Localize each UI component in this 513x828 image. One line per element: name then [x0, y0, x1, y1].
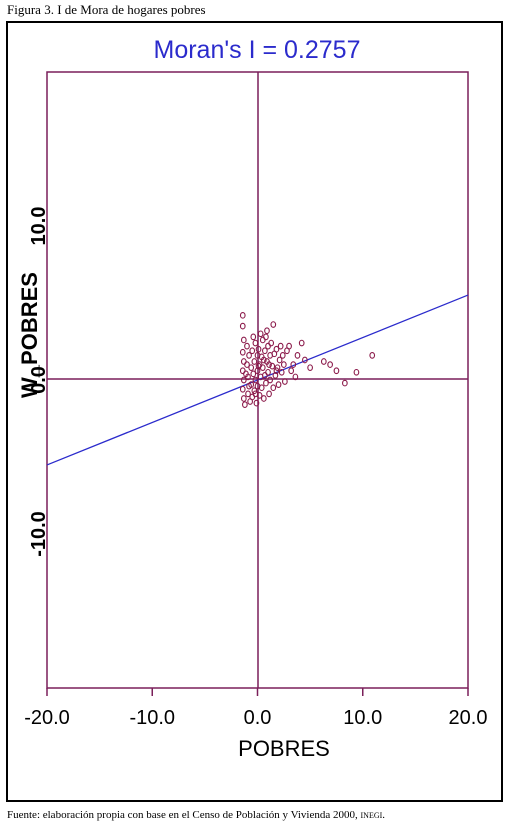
data-point [260, 356, 267, 364]
data-point [254, 367, 261, 375]
data-point [240, 358, 247, 365]
x-tick-label: 0.0 [244, 707, 272, 729]
data-point [252, 376, 259, 384]
chart-frame [6, 21, 503, 802]
scatter-points [239, 311, 376, 408]
data-point [302, 356, 308, 364]
data-point [333, 367, 340, 375]
data-point [259, 336, 266, 344]
data-point [327, 361, 333, 368]
y-tick-label: -10.0 [28, 511, 50, 557]
data-point [265, 342, 271, 350]
data-point [279, 352, 286, 359]
figure-caption: Figura 3. I de Mora de hogares pobres [7, 2, 206, 17]
data-point [243, 370, 249, 378]
data-point [270, 384, 277, 392]
data-point [246, 382, 252, 390]
data-point [249, 393, 256, 401]
x-ticks: -20.0 -10.0 0.0 10.0 20.0 [24, 688, 487, 729]
data-point [265, 368, 271, 376]
data-point [278, 368, 285, 376]
data-point [252, 339, 259, 347]
x-tick-label: 20.0 [449, 707, 488, 729]
y-tick-label: 10.0 [28, 207, 50, 246]
data-point [252, 390, 259, 398]
data-point [277, 342, 284, 350]
data-point [242, 401, 248, 408]
data-point [307, 364, 313, 372]
data-point [353, 368, 360, 376]
data-point [320, 358, 327, 365]
data-point [245, 390, 251, 398]
data-point [249, 347, 256, 355]
y-axis-label: W_POBRES [17, 272, 42, 398]
data-point [246, 352, 252, 359]
x-tick-label: -10.0 [129, 707, 175, 729]
data-point [298, 339, 305, 347]
data-point [268, 339, 275, 347]
data-point [342, 379, 348, 387]
data-point [244, 342, 250, 350]
data-point [272, 372, 279, 379]
data-point [250, 370, 257, 378]
data-point [288, 367, 295, 375]
source-org: INEGI [360, 811, 383, 820]
y-tick-label: 0.0 [28, 366, 50, 394]
data-point [282, 378, 288, 385]
data-point [280, 361, 287, 368]
data-point [260, 395, 267, 402]
data-point [273, 367, 280, 375]
data-point [263, 333, 269, 341]
data-point [239, 322, 246, 330]
data-point [273, 345, 280, 353]
data-point [262, 347, 268, 355]
data-point [269, 362, 276, 370]
data-point [240, 376, 247, 384]
x-tick-label: -20.0 [24, 707, 70, 729]
data-point [244, 361, 250, 368]
data-point [257, 330, 264, 338]
data-point [239, 385, 246, 393]
x-axis-label: POBRES [238, 736, 330, 761]
data-point [290, 361, 297, 368]
data-point [239, 311, 246, 319]
source-text: Fuente: elaboración propia con base en e… [7, 809, 361, 821]
data-point [253, 399, 260, 407]
source-note: Fuente: elaboración propia con base en e… [7, 809, 385, 821]
data-point [266, 390, 272, 398]
data-point [275, 381, 282, 388]
data-point [267, 376, 273, 384]
data-point [240, 336, 247, 344]
data-point [250, 333, 257, 341]
data-point [369, 352, 376, 359]
data-point [255, 362, 262, 370]
data-point [251, 358, 258, 365]
data-point [240, 395, 247, 402]
data-point [276, 356, 283, 364]
data-point [292, 373, 299, 381]
data-point [258, 384, 265, 392]
data-point [294, 352, 301, 359]
data-point [266, 361, 272, 368]
data-point [264, 327, 270, 335]
x-tick-label: 10.0 [343, 707, 382, 729]
y-ticks: -10.0 0.0 10.0 [28, 207, 50, 557]
data-point [255, 345, 262, 353]
chart-title: Moran's I = 0.2757 [154, 36, 361, 64]
data-point [263, 379, 269, 387]
data-point [270, 321, 277, 328]
data-point [239, 348, 246, 356]
data-point [248, 364, 255, 372]
source-end: . [382, 809, 386, 821]
data-point [239, 367, 246, 375]
data-point [286, 342, 292, 350]
